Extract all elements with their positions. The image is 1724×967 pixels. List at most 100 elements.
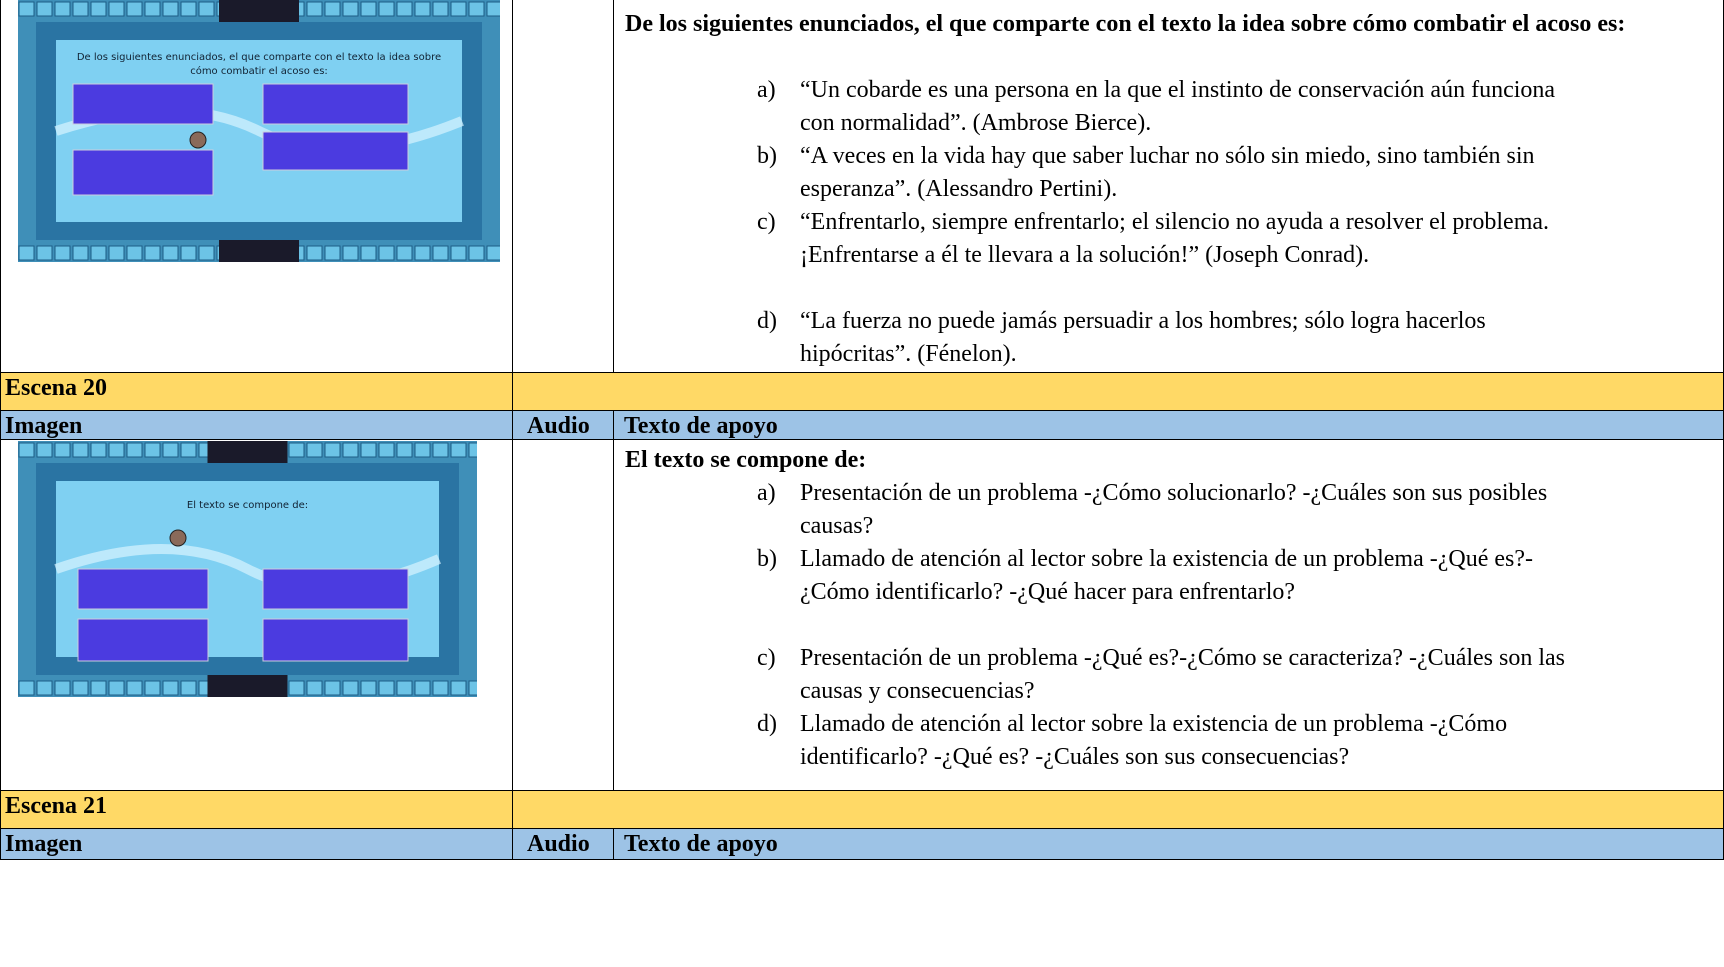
frame-brick	[144, 680, 161, 696]
frame-brick	[450, 1, 467, 17]
option-label: b)	[757, 143, 777, 169]
character	[189, 131, 207, 149]
image-title: El texto se compone de:	[187, 500, 308, 511]
frame-brick	[378, 1, 395, 17]
frame-brick	[486, 245, 500, 261]
frame-brick	[36, 680, 53, 696]
frame-brick	[180, 245, 197, 261]
scene-label-fill	[512, 372, 1724, 411]
frame-brick	[360, 680, 377, 696]
image-title: De los siguientes enunciados, el que com…	[77, 52, 441, 63]
frame-brick	[180, 442, 197, 458]
frame-brick	[432, 442, 449, 458]
frame-brick	[162, 245, 179, 261]
option-text: “Enfrentarlo, siempre enfrentarlo; el si…	[800, 209, 1550, 268]
frame-brick	[414, 1, 431, 17]
header-image: Imagen	[0, 410, 513, 440]
option-label: c)	[757, 645, 776, 671]
frame-brick	[108, 442, 125, 458]
frame-brick	[162, 1, 179, 17]
frame-brick	[324, 245, 341, 261]
answer-box	[77, 618, 209, 662]
question: De los siguientes enunciados, el que com…	[625, 11, 1626, 37]
frame-brick	[288, 680, 305, 696]
frame-brick	[450, 680, 467, 696]
header-audio: Audio	[512, 828, 614, 860]
answer-box	[72, 149, 214, 196]
answer-box	[77, 568, 209, 610]
frame-brick	[54, 680, 71, 696]
frame-brick	[162, 442, 179, 458]
frame-brick	[306, 680, 323, 696]
option-text: Llamado de atención al lector sobre la e…	[800, 711, 1508, 770]
gate-top	[207, 441, 288, 463]
frame-brick	[432, 245, 449, 261]
option-label: d)	[757, 308, 777, 334]
answer-box	[262, 618, 409, 662]
audio-cell	[512, 439, 614, 791]
frame-brick	[90, 442, 107, 458]
frame-brick	[306, 442, 323, 458]
frame-brick	[414, 442, 431, 458]
frame-brick	[90, 245, 107, 261]
frame-brick	[288, 442, 305, 458]
frame-brick	[36, 245, 53, 261]
frame-brick	[90, 1, 107, 17]
frame-brick	[306, 245, 323, 261]
frame-brick	[396, 245, 413, 261]
option-text: Llamado de atención al lector sobre la e…	[800, 546, 1534, 605]
frame-brick	[144, 442, 161, 458]
frame-brick	[306, 1, 323, 17]
frame-brick	[162, 680, 179, 696]
frame-brick	[18, 680, 35, 696]
frame-brick	[468, 680, 477, 696]
game-screenshot: De los siguientes enunciados, el que com…	[18, 0, 500, 262]
scene-label-fill	[512, 790, 1724, 829]
frame-brick	[180, 1, 197, 17]
audio-cell	[512, 0, 614, 373]
game-screenshot: El texto se compone de:	[18, 441, 477, 697]
frame-brick	[414, 680, 431, 696]
frame-brick	[18, 442, 35, 458]
frame-brick	[72, 245, 89, 261]
frame-brick	[396, 1, 413, 17]
frame-brick	[486, 1, 500, 17]
frame-brick	[54, 245, 71, 261]
frame-brick	[144, 245, 161, 261]
frame-brick	[180, 680, 197, 696]
frame-brick	[324, 1, 341, 17]
option-text: Presentación de un problema -¿Qué es?-¿C…	[800, 645, 1565, 704]
header-text: Texto de apoyo	[613, 828, 1724, 860]
character	[169, 529, 187, 547]
frame-brick	[342, 680, 359, 696]
frame-brick	[378, 442, 395, 458]
option-text: “A veces en la vida hay que saber luchar…	[800, 143, 1535, 202]
image-title: cómo combatir el acoso es:	[190, 65, 328, 77]
gate-bottom	[219, 240, 299, 262]
frame-brick	[126, 245, 143, 261]
frame-brick	[54, 442, 71, 458]
answer-box	[72, 83, 214, 125]
frame-brick	[144, 1, 161, 17]
frame-brick	[324, 442, 341, 458]
option-label: a)	[757, 480, 776, 506]
frame-brick	[414, 245, 431, 261]
frame-brick	[468, 1, 485, 17]
option-text: “La fuerza no puede jamás persuadir a lo…	[800, 308, 1486, 367]
option-label: c)	[757, 209, 776, 235]
option-text: “Un cobarde es una persona en la que el …	[800, 77, 1556, 136]
frame-brick	[378, 245, 395, 261]
answer-box	[262, 568, 409, 610]
question: El texto se compone de:	[625, 447, 867, 473]
frame-brick	[126, 442, 143, 458]
frame-brick	[108, 245, 125, 261]
frame-brick	[72, 680, 89, 696]
frame-brick	[450, 245, 467, 261]
frame-brick	[72, 1, 89, 17]
frame-brick	[360, 245, 377, 261]
answer-box	[262, 83, 409, 125]
frame-brick	[54, 1, 71, 17]
frame-brick	[360, 1, 377, 17]
option-label: a)	[757, 77, 776, 103]
